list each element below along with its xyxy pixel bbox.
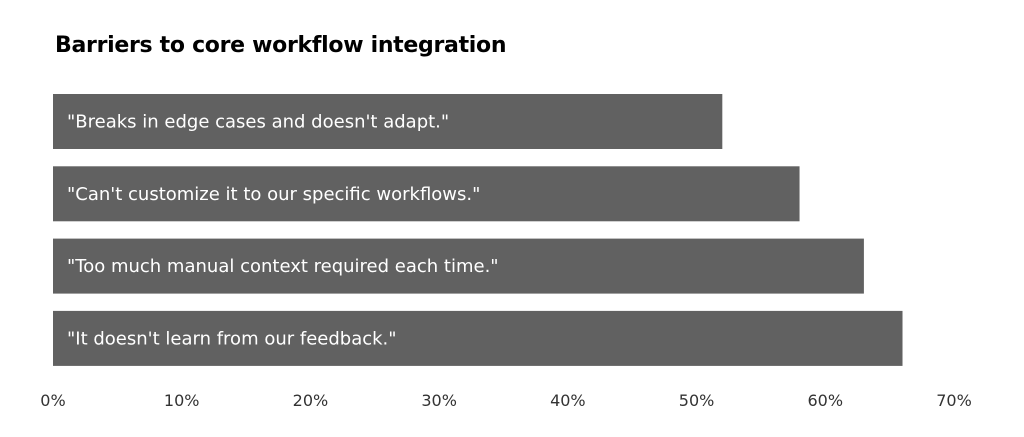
x-tick-label: 0% xyxy=(40,391,65,410)
bar-2 xyxy=(53,166,800,222)
bar-label-2: "Can't customize it to our specific work… xyxy=(67,184,480,205)
chart-title: Barriers to core workflow integration xyxy=(55,33,507,58)
bars-group: "Breaks in edge cases and doesn't adapt.… xyxy=(53,94,903,366)
bar-label-1: "Breaks in edge cases and doesn't adapt.… xyxy=(67,112,449,133)
x-tick-label: 70% xyxy=(936,391,972,410)
x-tick-label: 30% xyxy=(421,391,457,410)
bar-label-4: "It doesn't learn from our feedback." xyxy=(67,328,397,349)
x-tick-label: 20% xyxy=(293,391,329,410)
x-axis-ticks: 0% 10% 20% 30% 40% 50% 60% 70% xyxy=(40,391,971,410)
x-tick-label: 40% xyxy=(550,391,586,410)
bar-3 xyxy=(53,238,864,294)
bar-1 xyxy=(53,94,723,149)
x-tick-label: 10% xyxy=(164,391,200,410)
x-tick-label: 60% xyxy=(808,391,844,410)
bar-4 xyxy=(53,310,903,366)
bar-label-3: "Too much manual context required each t… xyxy=(67,256,499,277)
x-tick-label: 50% xyxy=(679,391,715,410)
